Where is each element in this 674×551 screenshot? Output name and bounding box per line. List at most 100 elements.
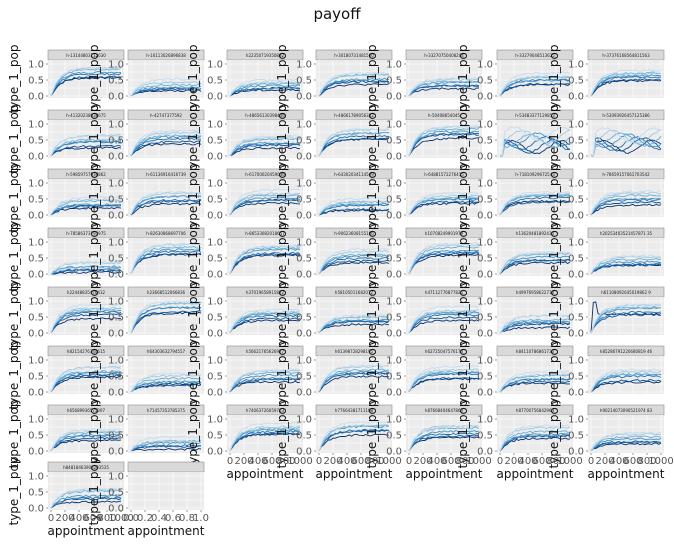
x-tick-label: 1000 — [557, 456, 582, 467]
series-line — [408, 137, 480, 157]
x-tick-label: 1000 — [376, 456, 401, 467]
y-axis-title: type_1_pop — [365, 222, 379, 291]
series-line — [50, 310, 122, 334]
x-tick-label: 400 — [69, 513, 88, 524]
series-line — [50, 496, 122, 509]
x-tick-label: 200 — [413, 456, 432, 467]
series-line — [229, 196, 301, 216]
series-line — [318, 424, 390, 452]
series-line — [318, 128, 390, 156]
facet-strip-label: h-64881572276415 — [424, 172, 464, 177]
series-line — [590, 305, 662, 333]
y-tick-label: 0.0 — [568, 329, 584, 340]
series-line — [590, 258, 662, 275]
series-line — [590, 194, 662, 215]
y-tick-label: 0.0 — [108, 211, 124, 222]
series-line — [318, 253, 390, 275]
y-tick-label: 0.0 — [108, 388, 124, 399]
series-line — [50, 204, 122, 216]
x-tick-label: 1000 — [108, 513, 133, 524]
y-tick-label: 0.5 — [477, 372, 493, 383]
series-line — [318, 208, 390, 216]
series-line — [591, 132, 662, 157]
series-line — [229, 314, 301, 333]
y-axis-title: type_1_pop — [7, 44, 21, 113]
y-tick-label: 1.0 — [386, 60, 402, 71]
x-tick-label: 0 — [316, 456, 322, 467]
y-tick-label: 0.0 — [108, 92, 124, 103]
series-line — [590, 260, 662, 274]
y-tick-label: 0.0 — [28, 270, 44, 281]
y-tick-label: 0.5 — [477, 313, 493, 324]
facet-strip-label: h62725047576174 — [425, 349, 464, 354]
y-tick-label: 0.5 — [28, 313, 44, 324]
y-tick-label: 0.5 — [386, 431, 402, 442]
y-tick-label: 0.0 — [477, 270, 493, 281]
y-axis-title: type_1_pop — [456, 222, 470, 291]
series-line — [499, 373, 571, 392]
series-line — [130, 444, 202, 452]
series-line — [408, 84, 479, 97]
series-line — [229, 312, 301, 334]
facet-strip-label: h22350719350882 — [246, 53, 285, 58]
series-line — [50, 494, 122, 508]
series-line — [499, 138, 571, 157]
series-line — [590, 431, 662, 452]
y-axis-title: type_1_pop — [7, 163, 21, 232]
series-line — [318, 80, 390, 97]
y-tick-label: 1.0 — [568, 356, 584, 367]
series-line — [50, 306, 122, 334]
y-tick-label: 0.5 — [28, 488, 44, 499]
y-tick-label: 1.0 — [108, 60, 124, 71]
x-tick-label: 400 — [427, 456, 446, 467]
series-line — [499, 133, 571, 157]
y-axis-title: type_1_pop — [87, 399, 101, 468]
series-line — [499, 190, 571, 216]
x-tick-label: 0 — [227, 456, 233, 467]
facet-strip-label: h-48661789056332 — [334, 113, 374, 118]
series-line — [408, 80, 480, 96]
series-line — [590, 203, 662, 215]
y-tick-label: 0.0 — [207, 329, 223, 340]
facet-strip-label: h-82630868697706 — [146, 231, 186, 236]
y-tick-label: 0.5 — [477, 254, 493, 265]
y-tick-label: 1.0 — [296, 415, 312, 426]
series-line — [130, 191, 201, 215]
series-line — [229, 378, 301, 393]
series-line — [50, 265, 122, 275]
facet-strip-label: h-42747377592 — [150, 113, 182, 118]
x-axis-title: appointment — [406, 467, 483, 481]
x-tick-label: 400 — [518, 456, 537, 467]
y-axis-title: type_1_pop — [456, 104, 470, 173]
facet-strip-label: h37019658915822 — [246, 290, 285, 295]
series-line — [50, 317, 121, 334]
y-axis-title: type_1_pop — [7, 340, 21, 409]
series-line — [130, 140, 202, 157]
series-line — [130, 302, 202, 334]
y-tick-label: 0.5 — [28, 431, 44, 442]
y-axis-title: type_1_pop — [186, 340, 200, 409]
y-tick-label: 1.0 — [568, 120, 584, 131]
y-tick-label: 1.0 — [477, 415, 493, 426]
series-line — [50, 373, 122, 393]
series-line — [130, 129, 202, 156]
x-tick-label: 800 — [637, 456, 656, 467]
y-tick-label: 0.0 — [568, 447, 584, 458]
facet-strip-label: h84110786861730 — [516, 349, 555, 354]
y-tick-label: 0.5 — [207, 136, 223, 147]
y-tick-label: 1.0 — [386, 356, 402, 367]
y-axis-title: type_1_pop — [456, 340, 470, 409]
facet-strip-label: h-53093926457125386 — [602, 113, 650, 118]
facet-strip-label: h22448835476432 — [67, 290, 106, 295]
y-axis-title: type_1_pop — [547, 340, 561, 409]
series-line — [50, 433, 122, 451]
y-tick-label: 0.0 — [28, 92, 44, 103]
series-line — [318, 200, 390, 215]
y-axis-title: type_1_pop — [547, 399, 561, 468]
series-line — [318, 135, 390, 157]
y-tick-label: 0.5 — [296, 136, 312, 147]
series-line — [130, 198, 202, 215]
series-line — [499, 432, 571, 451]
x-tick-label: 800 — [455, 456, 474, 467]
series-line — [590, 442, 662, 452]
